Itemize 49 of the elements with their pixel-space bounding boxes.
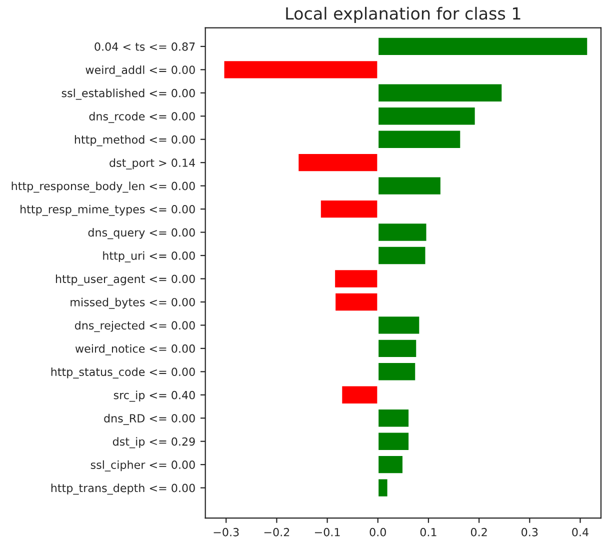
y-tick-label: missed_bytes <= 0.00 — [70, 298, 195, 309]
y-tick-label: http_response_body_len <= 0.00 — [12, 182, 195, 193]
y-tick-label: http_method <= 0.00 — [74, 135, 195, 146]
bar — [377, 129, 462, 150]
y-tick-label: dns_query <= 0.00 — [88, 228, 195, 240]
y-tick-label: 0.04 < ts <= 0.87 — [94, 42, 195, 51]
x-tick-label: 0.2 — [470, 528, 487, 536]
bar — [377, 82, 504, 103]
bar — [377, 362, 417, 382]
y-tick-label: ssl_cipher <= 0.00 — [90, 460, 195, 472]
y-tick-label: http_trans_depth <= 0.00 — [51, 484, 195, 495]
x-tick-label: 0.3 — [522, 528, 538, 536]
bar — [377, 176, 442, 196]
bar — [377, 454, 404, 475]
y-tick-label: src_ip <= 0.40 — [114, 390, 195, 402]
y-tick-label: http_uri <= 0.00 — [103, 251, 195, 262]
chart-title: Local explanation for class 1 — [286, 6, 520, 23]
bar — [377, 36, 589, 56]
x-tick-label: 0.4 — [572, 528, 588, 536]
y-tick-label: dst_port > 0.14 — [110, 158, 196, 170]
y-tick-label: http_status_code <= 0.00 — [51, 367, 195, 378]
bar — [377, 431, 410, 452]
y-tick-label: dns_RD <= 0.00 — [104, 414, 195, 425]
bar — [222, 60, 379, 80]
bar — [377, 106, 476, 126]
bar — [377, 478, 389, 498]
x-tick-label: −0.2 — [264, 528, 290, 536]
y-tick-label: http_user_agent <= 0.00 — [56, 274, 195, 286]
x-tick-label: 0.0 — [370, 528, 386, 536]
bar — [334, 292, 379, 312]
x-tick-label: 0.1 — [420, 528, 436, 536]
bar — [334, 268, 379, 289]
bar — [377, 338, 418, 358]
y-tick-label: http_resp_mime_types <= 0.00 — [20, 204, 195, 216]
bar — [297, 152, 379, 173]
bar — [377, 408, 410, 428]
y-tick-label: dns_rejected <= 0.00 — [74, 320, 195, 332]
y-tick-label: weird_addl <= 0.00 — [86, 65, 195, 77]
y-tick-label: ssl_established <= 0.00 — [62, 88, 195, 100]
y-tick-label: dns_rcode <= 0.00 — [89, 112, 195, 123]
bar — [377, 246, 427, 266]
x-tick-label: −0.1 — [314, 528, 340, 536]
bar — [377, 222, 428, 242]
y-tick-label: weird_notice <= 0.00 — [75, 344, 195, 356]
bar — [377, 315, 421, 336]
y-tick-label: dst_ip <= 0.29 — [112, 437, 195, 448]
bar — [340, 384, 379, 405]
x-tick-label: −0.3 — [214, 528, 239, 536]
bar — [320, 199, 379, 220]
